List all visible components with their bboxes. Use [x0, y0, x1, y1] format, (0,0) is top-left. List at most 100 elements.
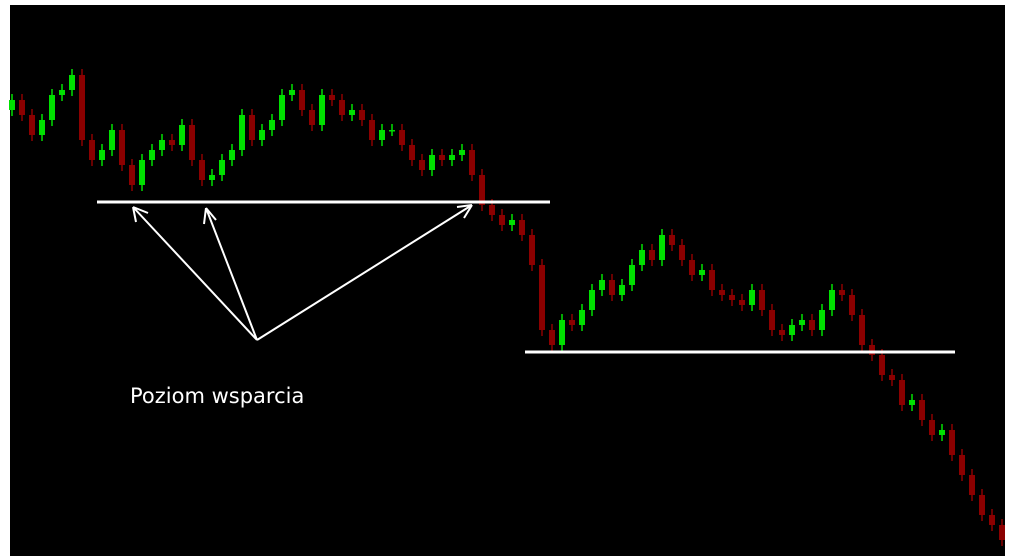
plot-background	[10, 5, 1005, 556]
candle-body	[209, 175, 215, 180]
candle-body	[739, 300, 745, 305]
candle-body	[969, 475, 975, 495]
candle-body	[159, 140, 165, 150]
candle-body	[809, 320, 815, 330]
candle-body	[839, 290, 845, 295]
candle-body	[229, 150, 235, 160]
candle-body	[889, 375, 895, 380]
candle-body	[659, 235, 665, 260]
candle-body	[509, 220, 515, 225]
arrow	[132, 206, 258, 341]
candle-body	[719, 290, 725, 295]
candle-body	[979, 495, 985, 515]
candle-body	[999, 525, 1005, 540]
candle-body	[789, 325, 795, 335]
candle-body	[899, 380, 905, 405]
candle-body	[219, 160, 225, 175]
arrow	[203, 207, 258, 341]
candle-body	[559, 320, 565, 345]
candle-body	[319, 95, 325, 125]
candle-body	[859, 315, 865, 345]
candle-body	[59, 90, 65, 95]
candle-body	[359, 110, 365, 120]
candle-body	[939, 430, 945, 435]
candle-body	[689, 260, 695, 275]
candle-body	[189, 125, 195, 160]
candle-body	[79, 75, 85, 140]
candle-body	[599, 280, 605, 290]
candle-body	[499, 215, 505, 225]
candle-body	[609, 280, 615, 295]
candle-body	[369, 120, 375, 140]
candle-body	[239, 115, 245, 150]
candle-body	[489, 205, 495, 215]
candle-body	[679, 245, 685, 260]
candle-body	[439, 155, 445, 160]
candle-body	[479, 175, 485, 205]
candle-body	[99, 150, 105, 160]
candle-body	[709, 270, 715, 290]
candle-body	[449, 155, 455, 160]
arrow	[256, 204, 473, 341]
candle-body	[429, 155, 435, 170]
candle-body	[929, 420, 935, 435]
annotation: Poziom wsparcia	[130, 384, 304, 408]
candles	[9, 69, 1005, 546]
candle-body	[519, 220, 525, 235]
candle-body	[919, 400, 925, 420]
candle-body	[949, 430, 955, 455]
candle-body	[759, 290, 765, 310]
candle-body	[299, 90, 305, 110]
candle-body	[669, 235, 675, 245]
arrows	[132, 204, 473, 341]
candle-body	[339, 100, 345, 115]
candle-body	[129, 165, 135, 185]
candle-body	[729, 295, 735, 300]
candle-body	[19, 100, 25, 115]
candle-body	[529, 235, 535, 265]
candle-body	[699, 270, 705, 275]
candle-body	[469, 150, 475, 175]
candle-body	[199, 160, 205, 180]
candle-body	[279, 95, 285, 120]
candle-body	[29, 115, 35, 135]
candle-body	[849, 295, 855, 315]
candle-body	[989, 515, 995, 525]
candle-body	[539, 265, 545, 330]
candle-body	[9, 100, 15, 110]
candle-body	[749, 290, 755, 305]
candle-body	[629, 265, 635, 285]
candle-body	[249, 115, 255, 140]
candle-body	[829, 290, 835, 310]
candle-body	[269, 120, 275, 130]
candle-body	[179, 125, 185, 145]
candle-body	[419, 160, 425, 170]
candle-body	[119, 130, 125, 165]
candle-body	[769, 310, 775, 330]
candle-body	[639, 250, 645, 265]
candle-body	[169, 140, 175, 145]
candle-body	[309, 110, 315, 125]
candle-body	[49, 95, 55, 120]
candle-body	[349, 110, 355, 115]
candle-body	[379, 130, 385, 140]
candle-body	[569, 320, 575, 325]
candle-body	[819, 310, 825, 330]
candle-body	[149, 150, 155, 160]
candle-body	[619, 285, 625, 295]
candle-body	[329, 95, 335, 100]
candle-body	[649, 250, 655, 260]
candle-body	[869, 345, 875, 355]
candle-body	[389, 130, 395, 132]
candle-body	[779, 330, 785, 335]
candle-body	[259, 130, 265, 140]
candle-body	[959, 455, 965, 475]
candle-body	[109, 130, 115, 150]
candle-body	[89, 140, 95, 160]
candle-body	[459, 150, 465, 155]
candle-body	[909, 400, 915, 405]
candle-body	[409, 145, 415, 160]
candle-body	[579, 310, 585, 325]
